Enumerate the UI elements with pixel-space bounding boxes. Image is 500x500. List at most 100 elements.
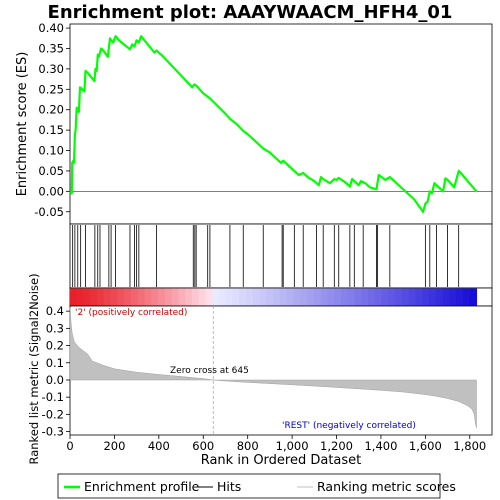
colorbar-segment	[185, 288, 193, 306]
metric-y-tick-label: 0.2	[46, 339, 64, 353]
colorbar-segment	[103, 288, 112, 306]
colorbar-segment	[266, 288, 274, 306]
metric-y-tick-label: 0.4	[46, 304, 64, 318]
metric-y-tick-label: 0.0	[46, 373, 64, 387]
colorbar-segment	[354, 288, 362, 306]
x-tick-label: 400	[148, 439, 170, 453]
colorbar-segment	[442, 288, 450, 306]
zero-cross-label: Zero cross at 645	[170, 366, 249, 376]
colorbar-segment	[313, 288, 322, 306]
es-y-tick-label: 0.15	[38, 123, 64, 137]
colorbar-segment	[395, 288, 403, 306]
es-y-axis-label: Enrichment score (ES)	[15, 52, 30, 197]
colorbar-segment	[137, 288, 146, 306]
colorbar-segment	[361, 288, 369, 306]
colorbar-segment	[151, 288, 159, 306]
colorbar-segment	[462, 288, 471, 306]
x-tick-label: 1,400	[364, 439, 397, 453]
hits-panel-frame	[69, 223, 493, 289]
colorbar-segment	[456, 288, 464, 306]
colorbar-segment	[158, 288, 166, 306]
hits-layer	[72, 225, 460, 287]
chart-title: Enrichment plot: AAAYWAACM_HFH4_01	[48, 2, 453, 23]
colorbar-segment	[178, 288, 186, 306]
colorbar-segment	[76, 288, 85, 306]
colorbar-segment	[232, 288, 240, 306]
metric-area	[69, 307, 477, 429]
colorbar-segment	[117, 288, 125, 306]
metric-layer	[69, 306, 477, 435]
colorbar-segment	[171, 288, 179, 306]
colorbar-segment	[246, 288, 254, 306]
metric-y-tick-label: 0.3	[46, 321, 64, 335]
colorbar-segment	[252, 288, 261, 306]
x-tick-label: 1,600	[409, 439, 442, 453]
colorbar-segment	[340, 288, 349, 306]
colorbar-segment	[110, 288, 119, 306]
colorbar-segment	[415, 288, 423, 306]
es-y-tick-label: 0.25	[38, 82, 64, 96]
metric-panel-frame	[69, 305, 493, 436]
colorbar-segment	[300, 288, 308, 306]
colorbar-segment	[347, 288, 356, 306]
metric-y-tick-label: -0.2	[42, 407, 64, 421]
colorbar-segment	[130, 288, 139, 306]
legend-box	[57, 473, 441, 499]
colorbar-segment	[144, 288, 152, 306]
colorbar-segment	[90, 288, 98, 306]
negative-correlated-label: 'REST' (negatively correlated)	[282, 421, 416, 431]
x-axis-label: Rank in Ordered Dataset	[201, 453, 362, 468]
legend-label: Enrichment profile	[84, 479, 200, 494]
x-tick-label: 1,200	[320, 439, 353, 453]
es-y-tick-label: 0.40	[38, 21, 64, 35]
colorbar-segment	[239, 288, 247, 306]
legend-label: Ranking metric scores	[317, 479, 456, 494]
x-tick-label: 1,000	[276, 439, 309, 453]
colorbar-segment	[219, 288, 227, 306]
colorbar-segment	[388, 288, 396, 306]
colorbar-segment	[225, 288, 234, 306]
colorbar-segment	[286, 288, 295, 306]
colorbar-segment	[320, 288, 329, 306]
colorbar-segment	[381, 288, 389, 306]
colorbar-layer	[70, 288, 478, 306]
es-y-tick-label: 0.35	[38, 41, 64, 55]
colorbar-segment	[327, 288, 335, 306]
colorbar-segment	[164, 288, 173, 306]
colorbar-segment	[212, 288, 220, 306]
colorbar-segment	[307, 288, 315, 306]
es-y-tick-label: 0.05	[38, 164, 64, 178]
colorbar-segment	[191, 288, 200, 306]
colorbar-segment	[83, 288, 91, 306]
es-line	[69, 35, 478, 213]
legend: Enrichment profile Hits Ranking metric sco…	[64, 479, 456, 494]
x-tick-label: 200	[103, 439, 125, 453]
colorbar-segment	[198, 288, 207, 306]
x-tick-label: 800	[237, 439, 259, 453]
metric-y-tick-label: -0.3	[42, 425, 64, 439]
x-tick-label: 600	[192, 439, 214, 453]
colorbar-segment	[401, 288, 410, 306]
colorbar-segment	[280, 288, 288, 306]
es-y-tick-label: -0.05	[34, 205, 64, 219]
colorbar-segment	[435, 288, 444, 306]
colorbar-segment	[259, 288, 268, 306]
es-y-tick-label: 0.30	[38, 62, 64, 76]
colorbar-segment	[449, 288, 457, 306]
colorbar-segment	[124, 288, 132, 306]
es-y-tick-label: 0.10	[38, 144, 64, 158]
colorbar-segment	[97, 288, 105, 306]
metric-y-tick-label: -0.1	[42, 390, 64, 404]
colorbar-segment	[374, 288, 383, 306]
es-y-tick-label: 0.00	[38, 184, 64, 198]
colorbar-segment	[429, 288, 437, 306]
colorbar-segment	[368, 288, 376, 306]
colorbar-segment	[334, 288, 342, 306]
colorbar-segment	[205, 288, 213, 306]
colorbar-segment	[408, 288, 417, 306]
metric-y-axis: -0.3 -0.2 -0.1 0.0 0.1 0.2 0.3 0.4	[42, 304, 70, 439]
positive-correlated-label: '2' (positively correlated)	[75, 308, 187, 318]
colorbar-segment	[273, 288, 281, 306]
es-y-tick-label: 0.20	[38, 103, 64, 117]
